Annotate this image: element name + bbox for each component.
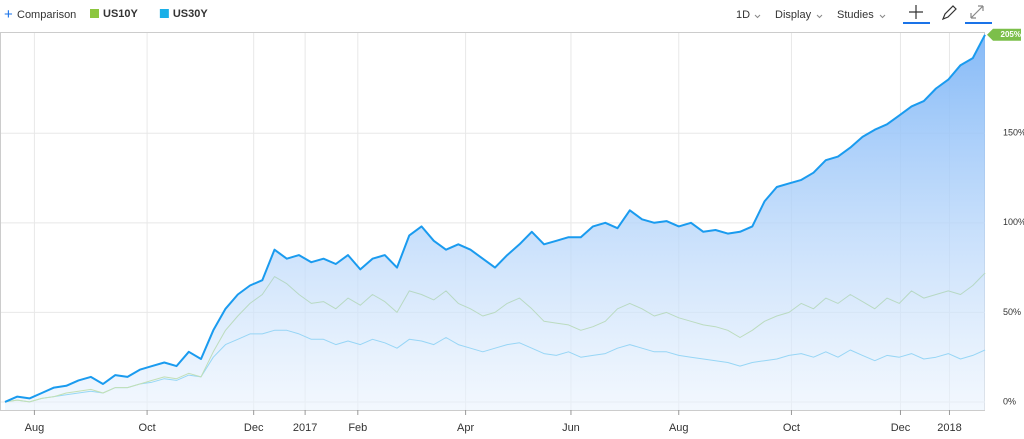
- draw-tool[interactable]: [941, 5, 957, 21]
- plot: 0% 50% 100% 150% Aug Oct Dec 2017 Feb Apr Jun Aug Oc…: [1, 28, 1024, 434]
- comparison-button[interactable]: Comparison: [17, 9, 76, 21]
- x-tick-label: Jun: [562, 422, 580, 434]
- area: [5, 34, 985, 411]
- toolbar: + Comparison 1D Display Studies: [4, 5, 992, 24]
- series-line: [4, 34, 986, 403]
- studies-button[interactable]: Studies: [837, 9, 874, 21]
- chevron: [754, 14, 761, 19]
- y-tick-label: 100%: [1003, 217, 1024, 227]
- plus-icon[interactable]: +: [4, 6, 13, 23]
- x-tick-label: Aug: [669, 422, 689, 434]
- x-tick-label: Oct: [783, 422, 800, 434]
- y-tick-label: 0%: [1003, 396, 1016, 406]
- x-tick-label: Dec: [244, 422, 264, 434]
- x-tick-label: Oct: [139, 422, 156, 434]
- x-tick-label: 2017: [293, 422, 317, 434]
- y-tick-label: 50%: [1003, 307, 1021, 317]
- legend-swatch: [159, 9, 169, 18]
- expand-tool[interactable]: [965, 5, 992, 24]
- chevron: [816, 14, 823, 19]
- value-label: 205%: [1001, 30, 1021, 39]
- crosshair-tool[interactable]: [903, 5, 930, 24]
- chevron: [879, 14, 886, 19]
- legend-label: US10Y: [103, 8, 139, 20]
- legend: US10Y US30Y: [90, 8, 208, 20]
- x-tick-label: Apr: [457, 422, 474, 434]
- legend-label: US30Y: [173, 8, 209, 20]
- x-tick-label: Aug: [25, 422, 45, 434]
- x-tick-label: Dec: [891, 422, 911, 434]
- interval-button[interactable]: 1D: [736, 9, 750, 21]
- value-tag: [987, 28, 1021, 41]
- display-button[interactable]: Display: [775, 9, 812, 21]
- y-tick-label: 150%: [1003, 128, 1024, 138]
- legend-swatch: [90, 9, 99, 18]
- x-tick-label: Feb: [348, 422, 367, 434]
- x-tick-label: 2018: [937, 422, 961, 434]
